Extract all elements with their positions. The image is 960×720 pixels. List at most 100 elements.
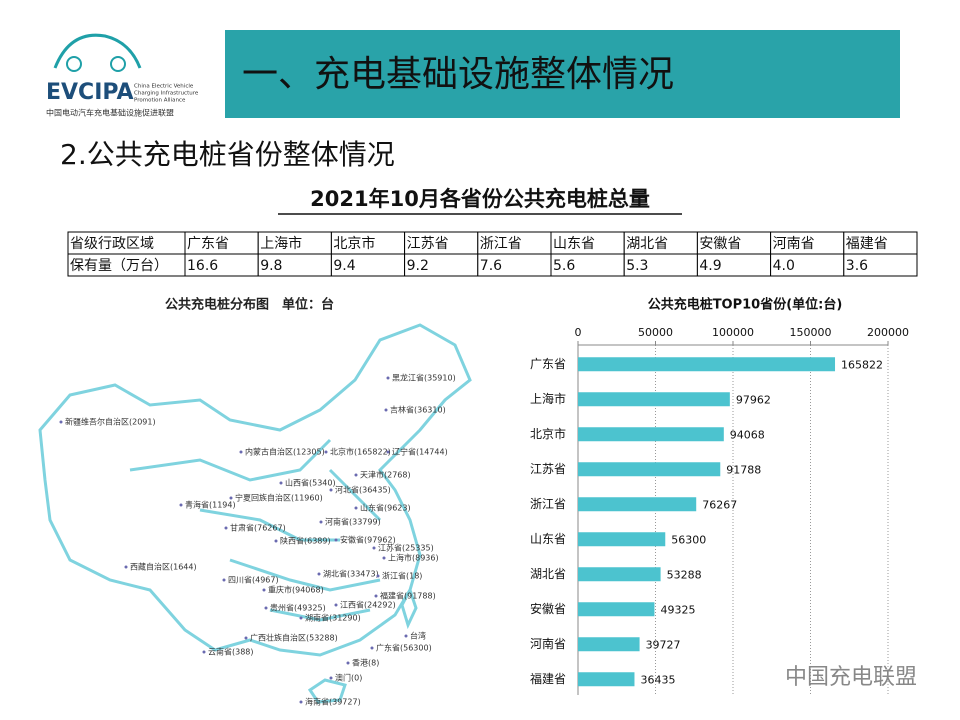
map-label: 福建省(91788) — [380, 591, 436, 601]
map-dot — [370, 646, 374, 650]
table-cell-text: 4.9 — [699, 258, 721, 274]
map-label: 天津市(2768) — [360, 470, 411, 480]
map-label: 山西省(5340) — [285, 478, 336, 488]
map-dot — [279, 481, 283, 485]
table-cell-text: 9.8 — [260, 258, 282, 274]
table-title: 2021年10月各省份公共充电桩总量 — [310, 187, 650, 211]
x-tick-label: 50000 — [638, 326, 673, 339]
map — [38, 323, 472, 704]
map-borders — [129, 438, 382, 622]
map-label: 安徽省(97962) — [340, 535, 396, 545]
map-label: 吉林省(36310) — [390, 405, 446, 415]
bar — [578, 427, 724, 442]
map-label: 贵州省(49325) — [270, 603, 326, 613]
map-label: 重庆市(94068) — [268, 585, 324, 595]
map-dot — [262, 588, 266, 592]
map-dot — [334, 603, 338, 607]
map-label: 湖北省(33473) — [323, 569, 379, 579]
y-tick-label: 湖北省 — [530, 566, 566, 581]
map-dot — [382, 556, 386, 560]
map-dot — [59, 420, 63, 424]
map-label: 宁夏回族自治区(11960) — [235, 493, 323, 503]
map-dot — [324, 450, 328, 454]
map-dot — [386, 376, 390, 380]
table-cell-text: 北京市 — [333, 235, 375, 252]
map-dot — [354, 506, 358, 510]
map-dot — [319, 520, 323, 524]
data-label: 36435 — [640, 673, 675, 686]
y-tick-label: 福建省 — [530, 671, 566, 686]
table-cell-text: 9.2 — [407, 258, 429, 274]
map-label: 江西省(24292) — [340, 600, 396, 610]
table-cell-text: 4.0 — [773, 258, 795, 274]
data-label: 94068 — [730, 428, 765, 441]
table-cell-text: 9.4 — [333, 258, 355, 274]
section-title: 2.公共充电桩省份整体情况 — [60, 138, 395, 171]
logo-english: China Electric Vehicle — [134, 84, 194, 90]
data-label: 53288 — [667, 568, 702, 581]
bar — [578, 357, 836, 372]
map-label: 青海省(1194) — [185, 500, 236, 510]
table-cell-text: 安徽省 — [699, 236, 741, 252]
map-dot — [299, 616, 303, 620]
map-title: 公共充电桩分布图 单位：台 — [165, 297, 334, 313]
y-tick-label: 广东省 — [530, 357, 566, 371]
map-labels: 黑龙江省(35910) 吉林省(36310) 新疆维吾尔自治区(2091) 内蒙古自治… — [59, 373, 456, 707]
table-cell-text: 16.6 — [187, 258, 218, 274]
x-tick-label: 200000 — [867, 326, 909, 339]
table-cell-text: 保有量（万台） — [70, 258, 168, 274]
map-label: 浙江省(18) — [382, 571, 422, 581]
table-cell-text: 3.6 — [846, 258, 868, 274]
map-dot — [404, 634, 408, 638]
map-dot — [386, 450, 390, 454]
table-cell-text: 湖北省 — [626, 236, 668, 252]
bar-chart: 公共充电桩TOP10省份(单位:台) 0 50000 100000 150000 2000… — [530, 297, 909, 695]
table-cell-text: 5.6 — [553, 258, 575, 274]
header-bar — [225, 30, 900, 118]
map-dot — [244, 636, 248, 640]
map-label: 陕西省(6389) — [280, 536, 331, 546]
table-cell-text: 河南省 — [773, 236, 815, 252]
map-dot — [264, 606, 268, 610]
table-cell-text: 山东省 — [553, 236, 595, 252]
watermark: 中国充电联盟 — [785, 665, 917, 690]
map-dot — [334, 538, 338, 542]
map-label: 河南省(33799) — [325, 517, 381, 527]
map-label: 云南省(388) — [208, 647, 254, 657]
map-label: 四川省(4967) — [228, 575, 279, 585]
x-tick-label: 0 — [575, 326, 582, 339]
map-dot — [299, 700, 303, 704]
data-label: 97962 — [736, 393, 771, 406]
map-label: 辽宁省(14744) — [392, 447, 448, 457]
map-label: 海南省(39727) — [305, 697, 361, 707]
map-label: 山东省(9623) — [360, 503, 411, 513]
y-tick-label: 山东省 — [530, 532, 566, 546]
map-label: 湖南省(31290) — [305, 613, 361, 623]
map-label: 新疆维吾尔自治区(2091) — [65, 417, 156, 427]
y-tick-label: 浙江省 — [530, 497, 566, 511]
map-dot — [329, 488, 333, 492]
logo-english: Promotion Alliance — [134, 98, 186, 104]
map-dot — [376, 574, 380, 578]
data-label: 76267 — [702, 498, 737, 511]
bar — [578, 567, 661, 582]
map-label: 内蒙古自治区(12305) — [245, 447, 325, 457]
chart-title: 公共充电桩TOP10省份(单位:台) — [648, 297, 843, 313]
map-dot — [124, 565, 128, 569]
bar — [578, 602, 655, 617]
table: 省级行政区域 广东省 上海市 北京市 江苏省 浙江省 山东省 湖北省 安徽省 河南省 福建省保有量（… — [67, 231, 918, 277]
logo-chinese: 中国电动汽车充电基础设施促进联盟 — [46, 108, 174, 118]
data-label: 49325 — [660, 603, 695, 616]
data-label: 39727 — [646, 638, 681, 651]
map-label: 广东省(56300) — [376, 643, 432, 653]
table-cell-text: 上海市 — [260, 235, 302, 252]
map-dot — [346, 661, 350, 665]
map-label: 黑龙江省(35910) — [392, 373, 456, 383]
bar — [578, 532, 666, 547]
map-label: 北京市(165822) — [330, 447, 391, 457]
y-tick-label: 河南省 — [530, 636, 566, 651]
map-dot — [239, 450, 243, 454]
logo-car — [53, 33, 142, 69]
data-label: 165822 — [841, 358, 883, 371]
